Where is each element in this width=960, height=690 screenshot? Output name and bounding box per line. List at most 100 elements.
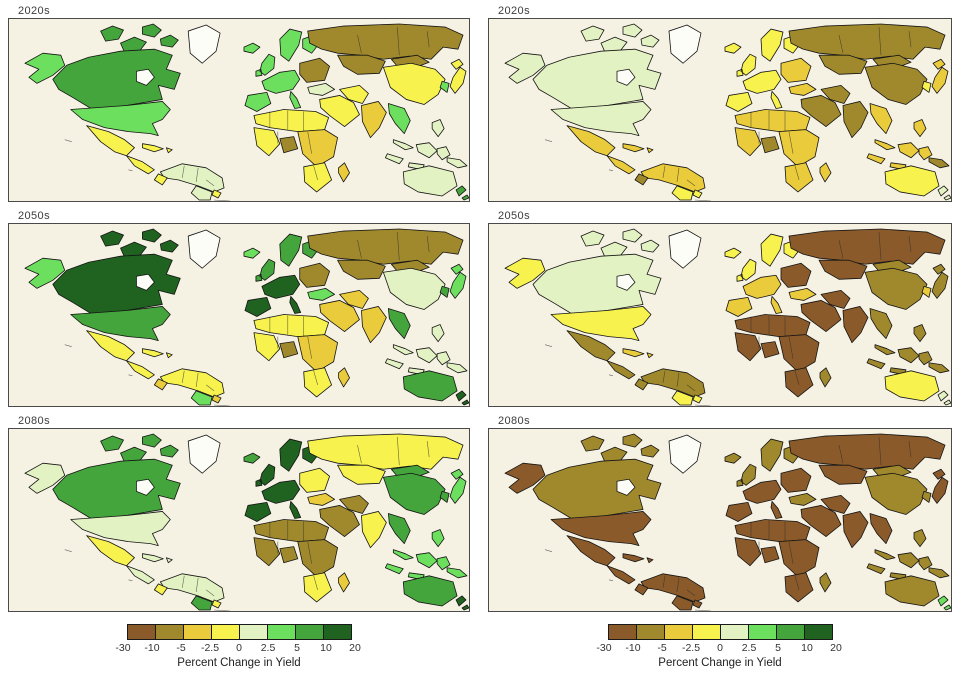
legend-tick-label: 20 xyxy=(830,642,842,654)
region-south-america xyxy=(159,163,225,193)
region-argentina xyxy=(671,595,694,611)
map-panel-2050s-right xyxy=(488,223,952,407)
region-nigeria xyxy=(279,546,299,564)
panel-year-label: 2050s xyxy=(498,210,530,222)
region-greenland xyxy=(668,24,702,64)
legend-tick-label: -2.5 xyxy=(200,642,220,654)
region-malaysia xyxy=(392,139,414,151)
map-grid: 2020s xyxy=(8,4,952,612)
legend-tick-label: 5 xyxy=(775,642,781,654)
region-australia xyxy=(884,575,940,607)
panel-year-label: 2080s xyxy=(18,415,50,427)
region-papua xyxy=(446,362,468,374)
region-nigeria xyxy=(279,341,299,359)
legend-tick-label: 2.5 xyxy=(260,642,276,654)
region-indonesia xyxy=(866,347,933,376)
region-mexico xyxy=(566,125,616,157)
region-kazakhstan xyxy=(337,259,386,280)
legend-tick-row: -30 -10 -5 -2.5 0 2.5 5 10 20 xyxy=(115,642,360,655)
region-north-africa xyxy=(734,314,811,338)
region-caribbean xyxy=(622,553,654,564)
region-south-america xyxy=(159,573,225,603)
region-philippines xyxy=(913,324,927,343)
region-iceland xyxy=(243,42,261,54)
region-japan xyxy=(449,58,467,94)
region-canada xyxy=(532,458,662,520)
region-korea xyxy=(439,80,450,93)
region-hudson-bay xyxy=(616,68,636,86)
region-madagascar xyxy=(338,162,350,183)
region-philippines xyxy=(431,119,445,138)
region-west-africa xyxy=(734,127,762,157)
region-iceland xyxy=(243,247,261,259)
region-australia xyxy=(884,165,940,197)
region-central-east-africa xyxy=(297,334,338,373)
region-alaska xyxy=(24,257,66,289)
region-middle-east xyxy=(800,95,842,127)
region-japan xyxy=(449,468,467,504)
legend-tick-label: -2.5 xyxy=(681,642,701,654)
world-map xyxy=(24,433,469,611)
region-turkey xyxy=(307,287,335,301)
map-panel-2050s-left xyxy=(8,223,470,407)
region-east-europe xyxy=(299,57,331,83)
region-alaska xyxy=(504,462,546,494)
legend-swatch xyxy=(719,624,749,640)
region-usa xyxy=(550,511,652,547)
region-iceland xyxy=(724,247,742,259)
legend-swatch xyxy=(607,624,637,640)
region-madagascar xyxy=(819,572,832,593)
region-greenland xyxy=(187,24,221,64)
region-canada-arctic-islands xyxy=(580,228,660,258)
region-west-europe xyxy=(244,69,302,112)
legend-swatch xyxy=(803,624,833,640)
legend-caption: Percent Change in Yield xyxy=(658,657,782,669)
world-map xyxy=(504,433,951,611)
region-canada xyxy=(52,458,181,520)
region-south-africa xyxy=(784,572,814,603)
region-canada xyxy=(52,253,181,315)
region-indonesia xyxy=(384,552,451,581)
legend-tick-label: 0 xyxy=(236,642,242,654)
region-greenland xyxy=(668,434,702,474)
region-turkey xyxy=(307,82,335,96)
region-indonesia xyxy=(384,142,451,171)
legend-tick-label: -30 xyxy=(115,642,131,654)
region-kazakhstan xyxy=(818,54,868,75)
region-greenland xyxy=(668,229,702,269)
region-kazakhstan xyxy=(337,464,386,485)
region-west-europe xyxy=(244,479,302,522)
region-indonesia xyxy=(866,552,933,581)
map-panel-2020s-left xyxy=(8,18,470,202)
region-middle-east xyxy=(319,95,360,127)
region-india xyxy=(361,306,387,344)
legend-swatch xyxy=(294,624,324,640)
region-uruguay xyxy=(692,599,703,609)
region-india xyxy=(842,101,869,139)
region-alaska xyxy=(504,257,546,289)
region-west-europe xyxy=(725,479,783,522)
region-japan xyxy=(449,263,467,299)
region-nigeria xyxy=(279,136,299,154)
region-philippines xyxy=(913,119,927,138)
legend-tick-label: -10 xyxy=(144,642,160,654)
region-turkey xyxy=(788,82,817,96)
region-papua xyxy=(446,157,468,169)
region-south-america xyxy=(640,163,706,193)
region-south-america xyxy=(640,573,706,603)
region-india xyxy=(842,306,869,344)
region-indonesia xyxy=(384,347,451,376)
region-philippines xyxy=(913,529,927,548)
region-central-america xyxy=(606,565,636,585)
legend-swatch xyxy=(238,624,268,640)
region-madagascar xyxy=(338,367,350,388)
region-russia xyxy=(788,228,946,265)
region-caribbean xyxy=(622,348,654,359)
region-ecuador xyxy=(634,173,649,186)
region-australia xyxy=(402,575,458,607)
region-west-europe xyxy=(244,274,302,317)
region-mexico xyxy=(566,330,616,362)
region-west-africa xyxy=(253,127,281,157)
region-iran xyxy=(339,289,369,309)
country-border-lines xyxy=(544,437,912,611)
